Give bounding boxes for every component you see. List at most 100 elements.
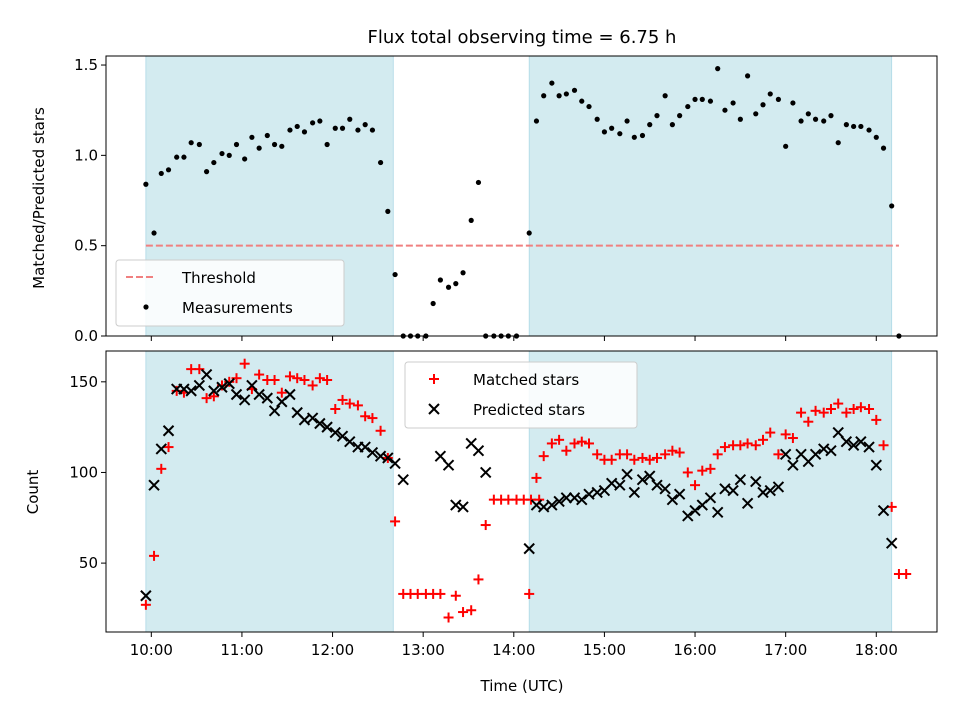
measurement-point xyxy=(715,66,721,72)
legend-measurement-swatch xyxy=(143,304,149,310)
matched-star-point xyxy=(644,454,655,465)
x-tick-label: 13:00 xyxy=(402,641,445,659)
matched-star-point xyxy=(330,404,341,415)
matched-star-point xyxy=(231,373,242,384)
predicted-star-point xyxy=(863,441,875,453)
measurement-point xyxy=(332,125,338,131)
matched-star-point xyxy=(276,387,287,398)
matched-star-point xyxy=(480,520,491,531)
matched-star-point xyxy=(569,438,580,449)
matched-star-point xyxy=(758,434,769,445)
x-tick-label: 10:00 xyxy=(130,641,173,659)
matched-star-point xyxy=(787,433,798,444)
matched-star-point xyxy=(466,605,477,616)
x-tick-label: 12:00 xyxy=(311,641,354,659)
predicted-star-point xyxy=(261,392,274,404)
matched-star-point xyxy=(292,373,303,384)
x-tick-label: 11:00 xyxy=(220,641,263,659)
x-tick-label: 15:00 xyxy=(583,641,626,659)
legend-matched-swatch xyxy=(429,374,439,384)
legend-measurement-label: Measurements xyxy=(182,299,293,317)
legend-predicted-swatch xyxy=(428,403,440,415)
x-tick-label: 17:00 xyxy=(764,641,807,659)
matched-star-point xyxy=(871,414,882,425)
matched-star-point xyxy=(742,438,753,449)
measurement-point xyxy=(571,87,578,93)
predicted-star-point xyxy=(644,470,656,482)
matched-star-point xyxy=(546,438,557,449)
top-x-ticks xyxy=(150,336,877,341)
measurement-point xyxy=(324,141,330,148)
measurement-point xyxy=(851,123,857,130)
measurement-point xyxy=(677,113,683,119)
bottom-y-ticks: 50 100 150 xyxy=(69,373,106,572)
matched-star-point xyxy=(780,429,791,440)
matched-star-point xyxy=(284,371,295,382)
observing-span xyxy=(528,55,893,337)
predicted-star-point xyxy=(741,497,754,509)
measurement-point xyxy=(362,122,368,128)
measurement-point xyxy=(143,181,149,187)
measurement-point xyxy=(294,123,300,130)
measurement-point xyxy=(790,100,796,106)
matched-star-point xyxy=(524,588,535,599)
bottom-plot-frame xyxy=(105,350,938,633)
measurement-point xyxy=(196,141,202,148)
predicted-star-point xyxy=(659,483,671,495)
measurement-point xyxy=(601,129,608,135)
chart-title: Flux total observing time = 6.75 h xyxy=(368,27,677,48)
predicted-star-point xyxy=(809,448,822,461)
measurement-point xyxy=(563,91,569,97)
predicted-star-point xyxy=(666,493,679,506)
top-legend-box xyxy=(115,259,345,327)
predicted-star-point xyxy=(397,474,409,486)
predicted-star-point xyxy=(268,405,281,417)
measurement-point xyxy=(760,102,766,108)
matched-star-point xyxy=(833,398,844,409)
measurement-point xyxy=(279,143,285,149)
measurement-point xyxy=(445,284,452,290)
measurement-point xyxy=(699,96,705,102)
measurement-point xyxy=(556,93,562,99)
measurement-point xyxy=(775,96,782,102)
measurement-point xyxy=(767,91,773,97)
measurement-point xyxy=(301,129,308,135)
matched-star-point xyxy=(622,449,633,460)
measurement-point xyxy=(873,134,879,140)
measurement-point xyxy=(843,122,849,128)
predicted-star-point xyxy=(651,479,663,491)
predicted-star-point xyxy=(314,417,326,430)
predicted-star-point xyxy=(223,377,235,390)
matched-star-point xyxy=(750,440,761,451)
measurement-point xyxy=(437,277,443,283)
matched-star-points xyxy=(140,358,912,623)
predicted-star-point xyxy=(847,439,860,451)
measurement-point xyxy=(533,118,540,124)
measurement-point xyxy=(730,100,736,106)
matched-star-point xyxy=(254,369,265,380)
measurement-point xyxy=(745,73,751,79)
matched-star-point xyxy=(473,574,484,585)
predicted-star-point xyxy=(779,448,792,461)
matched-star-point xyxy=(360,411,371,422)
predicted-star-point xyxy=(734,474,747,486)
measurement-point xyxy=(377,159,384,166)
matched-star-point xyxy=(443,612,454,623)
measurement-point xyxy=(647,122,653,128)
matched-star-point xyxy=(458,607,469,618)
matched-star-point xyxy=(637,452,648,463)
measurement-point xyxy=(165,167,172,173)
predicted-star-points xyxy=(140,368,898,602)
measurement-point xyxy=(151,230,157,236)
matched-star-point xyxy=(352,400,363,411)
matched-star-point xyxy=(878,440,889,451)
measurement-point xyxy=(475,179,482,186)
measurement-point xyxy=(858,123,864,130)
measurement-point xyxy=(226,152,232,158)
matched-star-point xyxy=(171,385,182,396)
measurement-point xyxy=(355,127,361,133)
matched-star-point xyxy=(299,375,310,386)
matched-star-point xyxy=(592,449,603,460)
measurement-point xyxy=(188,140,194,146)
